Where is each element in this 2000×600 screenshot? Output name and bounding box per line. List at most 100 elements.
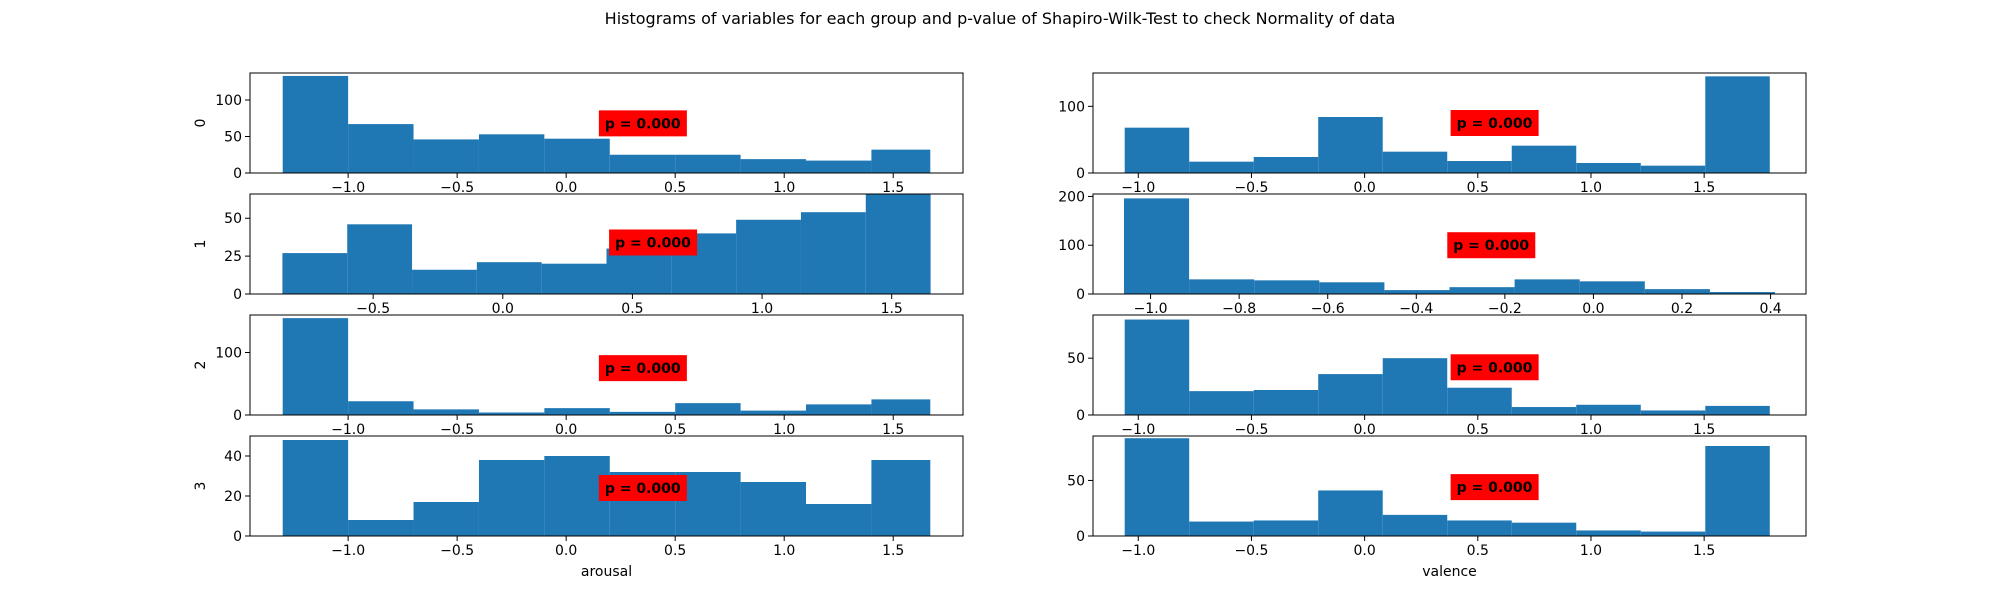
y-tick-label: 50 bbox=[224, 211, 242, 227]
histogram-bar bbox=[1384, 290, 1450, 294]
histogram-bar bbox=[806, 160, 872, 173]
x-tick-label: 0.5 bbox=[664, 180, 686, 196]
histogram-bar bbox=[806, 504, 872, 536]
histogram-bar bbox=[347, 224, 413, 294]
histogram-bar bbox=[1640, 165, 1706, 173]
axes-frame bbox=[249, 314, 964, 416]
histogram-bar bbox=[1447, 387, 1512, 415]
pvalue-label: p = 0.000 bbox=[615, 235, 691, 251]
x-tick-label: −0.4 bbox=[1399, 301, 1433, 317]
histogram-bar bbox=[606, 248, 672, 294]
y-tick-label: 0 bbox=[1076, 287, 1085, 303]
histogram-bar bbox=[412, 269, 477, 294]
pvalue-label: p = 0.000 bbox=[605, 361, 681, 377]
histogram-bar bbox=[1189, 521, 1254, 536]
x-tick-label: −0.5 bbox=[440, 180, 474, 196]
histogram-bar bbox=[1319, 282, 1385, 294]
x-tick-label: 0.5 bbox=[1467, 422, 1489, 438]
x-tick-label: 0.4 bbox=[1759, 301, 1781, 317]
y-tick-label: 25 bbox=[224, 249, 242, 265]
x-tick-label: −0.5 bbox=[1234, 422, 1268, 438]
pvalue-box bbox=[609, 229, 698, 256]
histogram-bar bbox=[476, 262, 542, 294]
y-tick-label: 0 bbox=[233, 408, 242, 424]
x-tick-label: −0.2 bbox=[1488, 301, 1522, 317]
x-tick-label: −0.5 bbox=[440, 422, 474, 438]
histogram-bar bbox=[1124, 198, 1190, 294]
x-tick-label: 1.5 bbox=[1693, 180, 1715, 196]
histogram-bar bbox=[348, 401, 414, 415]
pvalue-box bbox=[1450, 110, 1539, 136]
y-tick-label: 0 bbox=[233, 166, 242, 182]
x-tick-label: 1.5 bbox=[881, 301, 903, 317]
x-tick-label: 1.5 bbox=[1693, 422, 1715, 438]
x-tick-label: 1.0 bbox=[751, 301, 773, 317]
histogram-bar bbox=[871, 399, 931, 415]
histogram-bar bbox=[1705, 405, 1770, 415]
histogram-bar bbox=[871, 460, 931, 536]
y-tick-label: 0 bbox=[1076, 408, 1085, 424]
pvalue-label: p = 0.000 bbox=[605, 116, 681, 132]
histogram-bar bbox=[282, 253, 348, 294]
x-tick-label: −1.0 bbox=[331, 543, 365, 559]
histogram-bar bbox=[478, 134, 545, 173]
x-tick-label: 0.5 bbox=[1467, 543, 1489, 559]
x-tick-label: −1.0 bbox=[1121, 543, 1155, 559]
axes-frame bbox=[249, 72, 964, 174]
x-tick-label: 0.0 bbox=[1353, 422, 1375, 438]
x-tick-label: 0.0 bbox=[1353, 543, 1375, 559]
y-tick-label: 40 bbox=[224, 449, 242, 465]
y-tick-label: 0 bbox=[233, 529, 242, 545]
axes-frame bbox=[1092, 72, 1807, 174]
x-tick-label: 1.5 bbox=[882, 543, 904, 559]
x-tick-label: 1.0 bbox=[773, 422, 795, 438]
histogram-bar bbox=[544, 408, 610, 415]
histogram-bar bbox=[1124, 127, 1190, 173]
histogram-bar bbox=[800, 212, 866, 294]
histogram-bar bbox=[282, 318, 349, 415]
x-tick-label: 0.0 bbox=[1582, 301, 1604, 317]
y-tick-label: 200 bbox=[1058, 189, 1085, 205]
histogram-bar bbox=[1189, 391, 1254, 415]
x-tick-label: −0.5 bbox=[356, 301, 390, 317]
group-label: 1 bbox=[193, 240, 209, 249]
histogram-bar bbox=[806, 404, 872, 415]
histogram-panel-1-0: −0.5 0.0 0.5 1.0 1.5 0 25 50 1 p = 0.000 bbox=[193, 193, 964, 317]
histogram-bar bbox=[541, 263, 607, 294]
histogram-panel-0-0: −1.0 −0.5 0.0 0.5 1.0 1.5 0 50 100 0 p = 0.000 bbox=[193, 72, 964, 196]
y-tick-label: 50 bbox=[1067, 473, 1085, 489]
histogram-bar bbox=[413, 409, 479, 415]
histogram-bar bbox=[609, 411, 676, 415]
x-tick-label: 1.0 bbox=[1580, 422, 1602, 438]
x-tick-label: −0.5 bbox=[1234, 180, 1268, 196]
pvalue-label: p = 0.000 bbox=[1457, 116, 1533, 132]
pvalue-label: p = 0.000 bbox=[1457, 480, 1533, 496]
y-tick-label: 50 bbox=[224, 130, 242, 146]
histogram-bar bbox=[1124, 319, 1190, 415]
histogram-bar bbox=[1189, 161, 1254, 173]
histogram-bar bbox=[1447, 520, 1512, 536]
x-tick-label: −1.0 bbox=[1121, 422, 1155, 438]
histogram-bar bbox=[1705, 446, 1770, 536]
histogram-panel-3-0: −1.0 −0.5 0.0 0.5 1.0 1.5 0 20 40 3 arousal p = 0.0… bbox=[193, 435, 964, 580]
pvalue-box bbox=[1447, 232, 1536, 259]
x-tick-label: 1.0 bbox=[1580, 543, 1602, 559]
histogram-bar bbox=[871, 149, 931, 173]
group-label: 0 bbox=[193, 119, 209, 128]
histogram-bar bbox=[1318, 117, 1383, 173]
histogram-bar bbox=[282, 440, 349, 536]
x-tick-label: −1.0 bbox=[331, 180, 365, 196]
histogram-bar bbox=[544, 456, 610, 536]
histogram-bar bbox=[1514, 279, 1580, 294]
histogram-bar bbox=[1576, 530, 1641, 536]
x-tick-label: 1.5 bbox=[1693, 543, 1715, 559]
histogram-panel-0-1: −1.0 −0.5 0.0 0.5 1.0 1.5 0 100 p = 0.000 bbox=[1058, 72, 1807, 196]
histogram-bar bbox=[736, 219, 801, 294]
x-tick-label: 0.5 bbox=[1467, 180, 1489, 196]
histogram-bar bbox=[544, 138, 610, 173]
histogram-panel-2-0: −1.0 −0.5 0.0 0.5 1.0 1.5 0 100 2 p = 0.000 bbox=[193, 314, 964, 438]
x-tick-label: −1.0 bbox=[1134, 301, 1168, 317]
histogram-bar bbox=[1705, 76, 1770, 173]
x-tick-label: 1.5 bbox=[882, 180, 904, 196]
